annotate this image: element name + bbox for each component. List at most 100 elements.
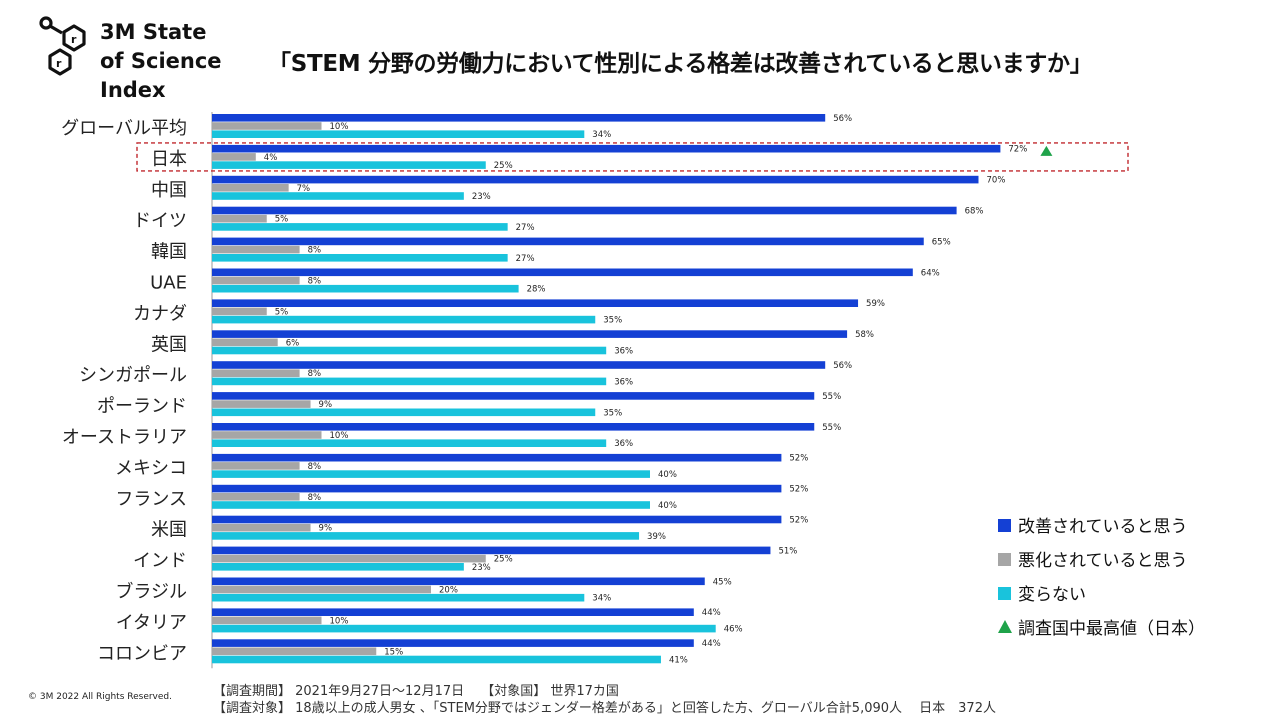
bar-worsened — [212, 462, 300, 470]
bar-improved — [212, 114, 826, 122]
category-group: 中国 70% 7% 23% — [151, 176, 1005, 202]
bar-worsened — [212, 245, 300, 254]
data-label-worsened: 10% — [330, 431, 349, 441]
data-label-unchanged: 46% — [724, 625, 743, 635]
bar-unchanged — [212, 501, 650, 509]
category-group: カナダ 59% 5% 35% — [133, 299, 885, 325]
data-label-worsened: 9% — [319, 524, 333, 534]
category-group: 米国 52% 9% 39% — [151, 516, 808, 542]
bar-worsened — [212, 585, 431, 594]
bar-unchanged — [212, 161, 486, 169]
data-label-unchanged: 35% — [603, 316, 622, 326]
bar-improved — [212, 423, 815, 431]
data-label-unchanged: 23% — [472, 192, 491, 202]
category-label: UAE — [150, 273, 187, 294]
data-label-worsened: 20% — [439, 586, 458, 596]
data-label-worsened: 25% — [494, 555, 513, 565]
bar-worsened — [212, 616, 322, 625]
bar-unchanged — [212, 563, 464, 571]
bar-worsened — [212, 554, 486, 563]
survey-target-note: 【調査対象】 18歳以上の成人男女 、「STEM分野ではジェンダー格差がある」と… — [213, 701, 996, 716]
data-label-worsened: 15% — [384, 647, 403, 657]
bar-improved — [212, 484, 782, 493]
bar-worsened — [212, 647, 377, 656]
data-label-improved: 72% — [1008, 145, 1027, 155]
data-label-improved: 68% — [965, 207, 984, 217]
legend-swatch-unchanged — [998, 587, 1011, 600]
data-label-worsened: 9% — [319, 400, 333, 410]
data-label-worsened: 6% — [286, 338, 300, 348]
bar-improved — [212, 577, 705, 586]
bar-improved — [212, 237, 924, 246]
data-label-unchanged: 40% — [658, 501, 677, 511]
data-label-unchanged: 27% — [516, 254, 535, 264]
category-group: 韓国 65% 8% 27% — [151, 237, 951, 263]
category-label: グローバル平均 — [61, 118, 187, 139]
category-group: UAE 64% 8% 28% — [150, 268, 940, 294]
data-label-improved: 51% — [778, 546, 797, 556]
bar-unchanged — [212, 655, 661, 664]
bar-worsened — [212, 214, 267, 223]
bar-improved — [212, 175, 979, 184]
bar-improved — [212, 361, 826, 369]
svg-text:r: r — [56, 57, 62, 70]
bar-unchanged — [212, 408, 596, 417]
category-group: イタリア 44% 10% 46% — [116, 608, 743, 634]
category-group: ブラジル 45% 20% 34% — [115, 577, 731, 603]
data-label-unchanged: 27% — [516, 223, 535, 233]
data-label-unchanged: 36% — [614, 377, 633, 387]
data-label-unchanged: 23% — [472, 563, 491, 573]
category-group: オーストラリア 55% 10% 36% — [62, 423, 841, 449]
category-label: 韓国 — [151, 242, 187, 263]
category-label: ドイツ — [133, 211, 187, 232]
highlight-box — [136, 142, 1129, 172]
legend-swatch-worsened — [998, 553, 1011, 566]
bar-unchanged — [212, 315, 596, 324]
bar-improved — [212, 515, 782, 524]
data-label-unchanged: 41% — [669, 656, 688, 666]
bar-unchanged — [212, 192, 464, 200]
bar-worsened — [212, 184, 289, 192]
data-label-unchanged: 36% — [614, 439, 633, 449]
category-group: ドイツ 68% 5% 27% — [133, 207, 984, 233]
logo: r r 3M State of Science Index — [38, 16, 238, 106]
data-label-improved: 52% — [789, 485, 808, 495]
data-label-unchanged: 39% — [647, 532, 666, 542]
bar-improved — [212, 299, 859, 307]
bar-worsened — [212, 307, 267, 316]
bar-unchanged — [212, 532, 640, 540]
legend-label-worsened: 悪化されていると思う — [1018, 551, 1188, 571]
data-label-worsened: 8% — [308, 462, 322, 472]
bar-worsened — [212, 338, 278, 347]
data-label-improved: 45% — [713, 577, 732, 587]
bar-improved — [212, 639, 694, 647]
data-label-worsened: 8% — [308, 493, 322, 503]
bar-unchanged — [212, 624, 716, 633]
data-label-improved: 52% — [789, 516, 808, 526]
category-group: インド 51% 25%23% — [133, 546, 797, 572]
survey-period-note: 【調査期間】 2021年9月27日～12月17日 【対象国】 世界17カ国 — [213, 684, 619, 699]
hexagon-molecule-icon: r r — [39, 16, 86, 76]
data-label-improved: 44% — [702, 639, 721, 649]
category-group: 英国 58% 6% 36% — [151, 330, 874, 356]
data-label-unchanged: 36% — [614, 347, 633, 357]
bar-unchanged — [212, 254, 508, 262]
data-label-unchanged: 40% — [658, 470, 677, 480]
bar-worsened — [212, 369, 300, 377]
bar-worsened — [212, 400, 311, 408]
bar-worsened — [212, 493, 300, 501]
bar-worsened — [212, 276, 300, 285]
data-label-improved: 55% — [822, 423, 841, 433]
data-label-improved: 56% — [833, 114, 852, 124]
bar-improved — [212, 546, 771, 555]
bar-improved — [212, 453, 782, 462]
category-label: 英国 — [151, 334, 187, 355]
legend-label-improved: 改善されていると思う — [1018, 517, 1188, 537]
data-label-improved: 56% — [833, 361, 852, 371]
data-label-improved: 65% — [932, 237, 951, 247]
data-label-unchanged: 25% — [494, 161, 513, 171]
data-label-worsened: 8% — [308, 277, 322, 287]
category-label: インド — [133, 551, 187, 572]
bar-unchanged — [212, 346, 607, 355]
